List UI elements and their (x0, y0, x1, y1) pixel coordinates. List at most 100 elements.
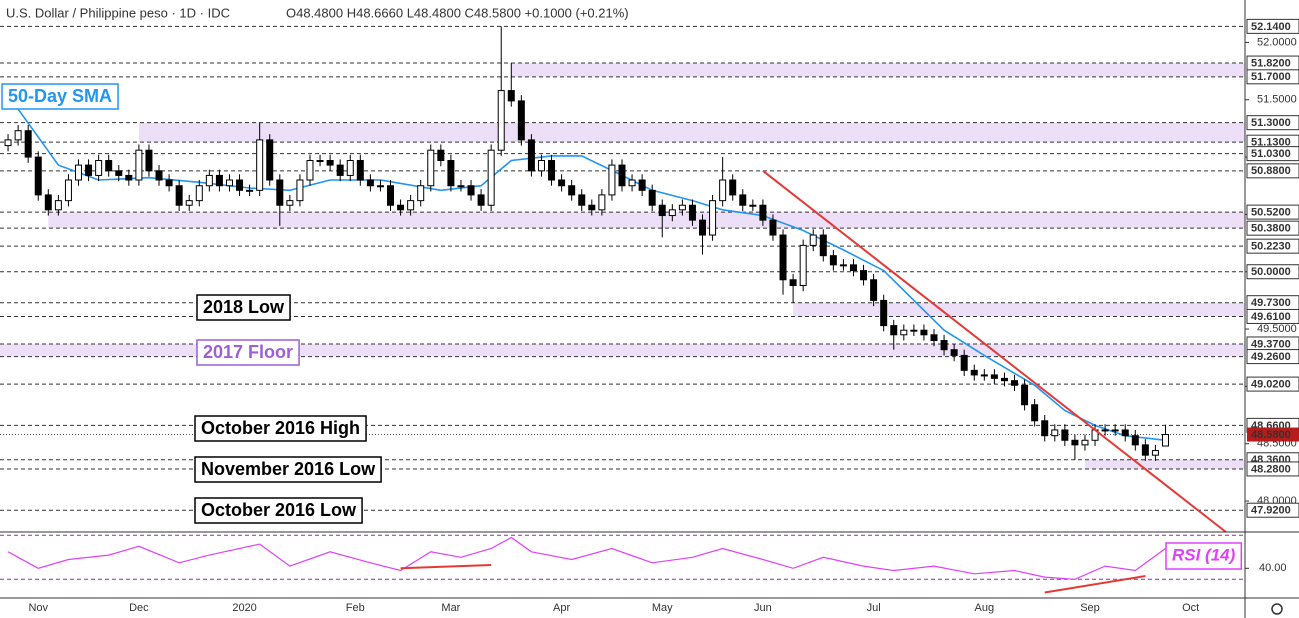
annotation-box (196, 294, 291, 321)
support-zone (48, 212, 1246, 229)
level-label-box (1246, 18, 1299, 34)
candle-body (64, 179, 72, 202)
annotation: 50-Day SMA (8, 86, 112, 106)
ohlc-legend: O48.4800 H48.6660 L48.4800 C48.5800 +0.1… (286, 5, 629, 20)
annotation-box (194, 456, 382, 483)
candle-body (1041, 420, 1049, 437)
candle-body (326, 160, 334, 166)
candle-body (125, 174, 133, 181)
candle-body (1141, 444, 1149, 456)
annotation: 2018 Low (203, 297, 285, 317)
candle-body (336, 164, 344, 176)
candle-body (638, 179, 646, 191)
level-label: 51.0300 (1251, 148, 1291, 160)
level-label: 51.8200 (1251, 57, 1291, 69)
y-tick-label: 52.0000 (1257, 36, 1297, 48)
candle-body (135, 149, 143, 181)
candle-body (54, 200, 62, 211)
candle-body (105, 160, 113, 172)
x-tick-label: Mar (441, 602, 460, 614)
annotation-box (1, 83, 119, 110)
candle-body (447, 160, 455, 187)
level-label: 50.8800 (1251, 165, 1291, 177)
annotation: 2017 Floor (203, 342, 293, 362)
level-label: 51.1300 (1251, 137, 1291, 149)
last-price-label: 48.5800 (1251, 429, 1291, 441)
trendline (762, 170, 1227, 533)
candle-body (1000, 377, 1008, 382)
candle-body (648, 189, 656, 206)
candle-body (819, 234, 827, 257)
candle-body (407, 200, 415, 211)
candle-body (95, 160, 103, 176)
x-tick-label: Aug (975, 602, 995, 614)
candle-body (608, 164, 616, 196)
x-tick-label: Dec (129, 602, 149, 614)
candle-body (14, 130, 22, 141)
support-zone (0, 343, 1245, 357)
candle-body (165, 179, 173, 187)
candle-body (75, 164, 83, 181)
x-tick-label: Oct (1182, 602, 1199, 614)
rsi-y-tick-label: 40.00 (1259, 562, 1287, 574)
candle-body (678, 204, 686, 211)
candle-body (568, 185, 576, 196)
level-label-box (1246, 376, 1299, 392)
candle-body (155, 170, 163, 181)
candle-body (950, 349, 958, 356)
candle-body (658, 204, 666, 217)
candle-body (688, 204, 696, 221)
level-label: 51.3000 (1251, 117, 1291, 129)
candle-body (316, 160, 324, 163)
candle-body (940, 340, 948, 351)
candle-body (266, 139, 274, 181)
rsi-divergence (1044, 575, 1146, 594)
candle-body (829, 255, 837, 266)
candle-body (920, 329, 928, 336)
candle-body (769, 219, 777, 236)
candle-body (839, 264, 847, 267)
candle-body (578, 194, 586, 206)
annotation: November 2016 Low (201, 459, 376, 479)
level-label: 52.1400 (1251, 21, 1291, 33)
candle-body (205, 174, 213, 187)
candle-body (910, 329, 918, 332)
candle-body (1031, 404, 1039, 422)
candle-body (1151, 450, 1159, 456)
candle-body (749, 204, 757, 207)
candle-body (276, 179, 284, 206)
x-tick-label: Sep (1080, 602, 1100, 614)
candle-body (24, 130, 32, 158)
candle-body (236, 179, 244, 191)
candle-body (849, 264, 857, 272)
level-label-box (1246, 238, 1299, 254)
candle-body (145, 149, 153, 172)
candle-body (880, 299, 888, 327)
candle-body (668, 209, 676, 217)
candle-body (467, 185, 475, 196)
candle-body (759, 204, 767, 221)
candle-body (225, 179, 233, 187)
candle-body (960, 354, 968, 371)
level-label: 51.7000 (1251, 71, 1291, 83)
candle-body (195, 185, 203, 202)
candle-body (729, 179, 737, 196)
candle-body (175, 185, 183, 206)
level-label: 50.0000 (1251, 266, 1291, 278)
candle-body (990, 374, 998, 379)
rsi-divergence (400, 564, 492, 570)
candle-body (779, 234, 787, 281)
candle-body (246, 189, 254, 192)
candle-body (900, 329, 908, 336)
level-label-box (1246, 220, 1299, 236)
candle-body (296, 179, 304, 202)
rsi-label-box (1165, 542, 1243, 570)
y-tick-label: 51.5000 (1257, 94, 1297, 106)
candle-body (527, 139, 535, 172)
candle-body (1111, 429, 1119, 432)
settings-icon[interactable] (1271, 603, 1283, 615)
candle-body (427, 149, 435, 187)
candle-body (789, 279, 797, 286)
candle-body (1051, 429, 1059, 437)
